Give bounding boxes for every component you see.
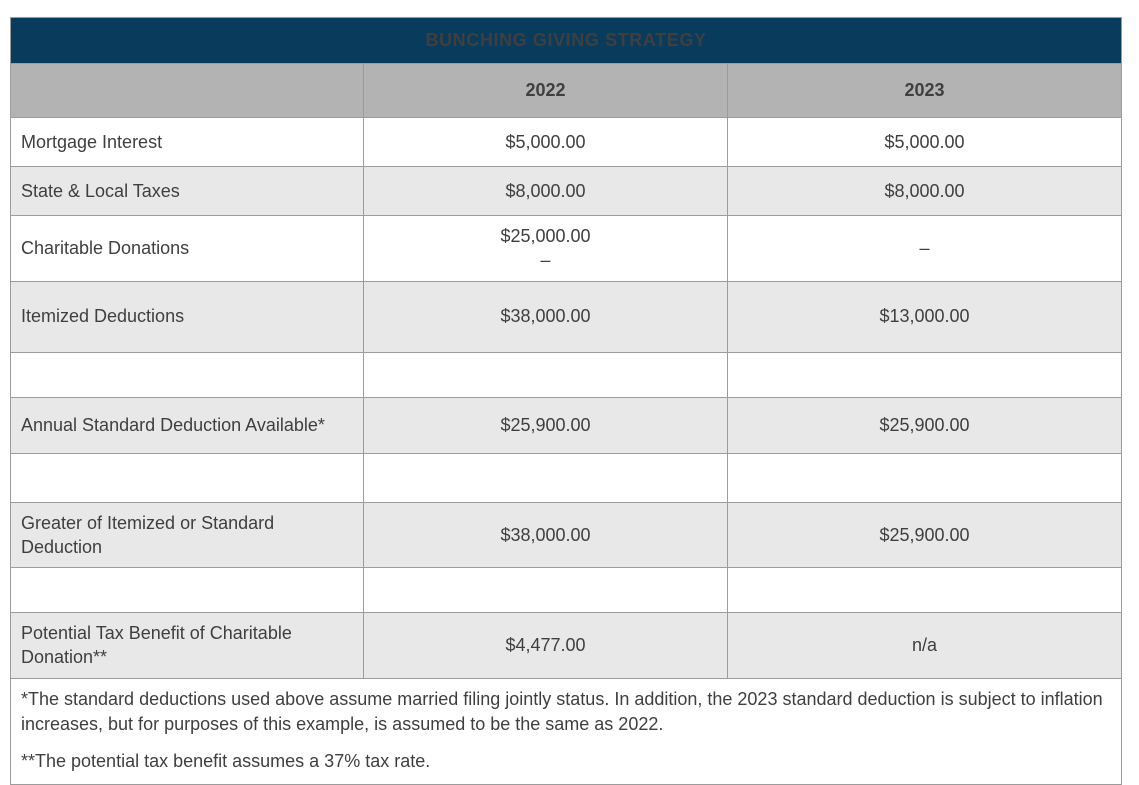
row-value-2023: $5,000.00 [726,117,1123,167]
row-value-2022: $25,900.00 [363,396,728,454]
row-value-2022 [363,351,728,398]
row-value-2022: $8,000.00 [363,166,728,216]
table-row: Annual Standard Deduction Available* $25,… [10,396,1123,454]
row-label [10,452,364,503]
footnotes-cell: *The standard deductions used above assu… [9,677,1123,785]
row-value-2022: $38,000.00 [363,501,728,569]
row-value-2023: – [726,215,1123,282]
table-body: Mortgage Interest $5,000.00 $5,000.00 State… [10,117,1123,679]
table-title-row: BUNCHING GIVING STRATEGY [9,17,1123,64]
row-label-text: State & Local Taxes [21,180,180,201]
row-label [10,351,364,398]
table-row: Charitable Donations $25,000.00 – – [10,215,1123,282]
table-row: Mortgage Interest $5,000.00 $5,000.00 [10,117,1123,167]
column-header-row: 2022 2023 [10,63,1123,118]
footnote-standard-deduction: *The standard deductions used above assu… [21,688,1103,734]
row-value-2023: n/a [726,612,1123,679]
row-label-text: Annual Standard Deduction Available* [21,414,325,435]
column-header-blank [10,63,364,118]
row-label: Potential Tax Benefit of Charitable Dona… [10,612,364,679]
row-label: Greater of Itemized or Standard Deductio… [10,501,364,569]
row-label: Annual Standard Deduction Available* [10,396,364,454]
row-value-2023: $8,000.00 [726,166,1123,216]
row-label [10,567,364,614]
row-value-2022: $38,000.00 [363,280,728,353]
table-row [10,567,1123,614]
row-value-2023: $13,000.00 [726,280,1123,353]
row-label: Charitable Donations [10,215,364,282]
row-value-2023 [726,567,1123,614]
row-value-2023 [726,452,1123,503]
table-row [10,452,1123,503]
row-label: State & Local Taxes [10,166,364,216]
table-row: Greater of Itemized or Standard Deductio… [10,501,1123,569]
row-value-2022 [363,452,728,503]
row-label-text: Charitable Donations [21,238,190,259]
row-label-text: Itemized Deductions [21,306,185,327]
row-value-2022: $4,477.00 [363,612,728,679]
row-value-2023: $25,900.00 [726,396,1123,454]
column-header-2023: 2023 [726,63,1123,118]
footnote-tax-rate: **The potential tax benefit assumes a 37… [21,751,431,772]
row-value-2022: $25,000.00 – [363,215,728,282]
row-label-text: Greater of Itemized or Standard Deductio… [21,512,275,557]
table-row: Itemized Deductions $38,000.00 $13,000.00 [10,280,1123,353]
table-row [10,351,1123,398]
bunching-giving-table: BUNCHING GIVING STRATEGY 2022 2023 Mortg… [9,17,1123,785]
footnotes-row: *The standard deductions used above assu… [9,677,1123,785]
table-row: State & Local Taxes $8,000.00 $8,000.00 [10,166,1123,216]
row-value-2022: $5,000.00 [363,117,728,167]
row-label: Mortgage Interest [10,117,364,167]
row-label: Itemized Deductions [10,280,364,353]
row-label-text: Potential Tax Benefit of Charitable Dona… [21,623,292,668]
row-label-text: Mortgage Interest [21,131,163,152]
row-value-2023: $25,900.00 [726,501,1123,569]
column-header-2022: 2022 [363,63,728,118]
row-value-2023 [726,351,1123,398]
row-value-2022 [363,567,728,614]
table-title: BUNCHING GIVING STRATEGY [9,17,1123,64]
table-row: Potential Tax Benefit of Charitable Dona… [10,612,1123,679]
